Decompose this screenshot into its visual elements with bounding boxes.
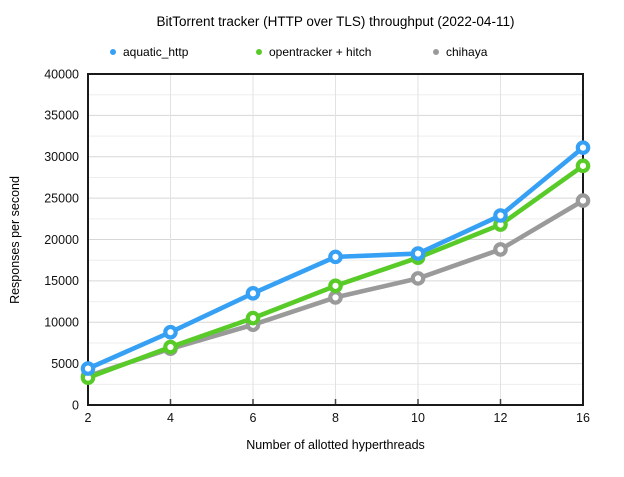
legend: aquatic_http opentracker + hitch chihaya (0, 44, 624, 62)
y-axis-title: Responses per second (8, 176, 22, 304)
y-tick-label: 15000 (44, 274, 79, 288)
data-point-chihaya-16 (575, 193, 591, 208)
x-tick-label: 2 (85, 411, 92, 425)
x-tick-label: 8 (332, 411, 339, 425)
data-point-opentracker-hitch-6 (245, 310, 261, 326)
x-axis-title: Number of allotted hyperthreads (246, 438, 425, 452)
y-tick-label: 10000 (44, 316, 79, 330)
data-point-chihaya-8 (328, 290, 343, 305)
data-point-aquatic-http-10 (410, 246, 426, 261)
data-point-opentracker-hitch-8 (328, 278, 343, 294)
x-tick-label: 4 (167, 411, 174, 425)
data-point-chihaya-12 (493, 242, 508, 257)
data-point-opentracker-hitch-16 (575, 158, 591, 174)
legend-label-aquatic-http: aquatic_http (123, 45, 189, 59)
x-tick-label: 12 (494, 411, 508, 425)
legend-label-chihaya: chihaya (446, 45, 488, 59)
data-point-aquatic-http-4 (163, 324, 178, 340)
legend-item-opentracker-hitch: opentracker + hitch (256, 44, 371, 60)
y-tick-label: 5000 (51, 357, 79, 371)
legend-item-aquatic-http: aquatic_http (110, 44, 188, 60)
y-tick-label: 0 (72, 398, 79, 412)
data-point-aquatic-http-16 (575, 140, 591, 155)
y-tick-label: 25000 (44, 191, 79, 205)
data-point-aquatic-http-12 (493, 208, 508, 223)
data-point-aquatic-http-6 (245, 285, 261, 301)
x-tick-label: 10 (411, 411, 425, 425)
y-tick-label: 40000 (44, 67, 79, 81)
data-point-opentracker-hitch-4 (163, 339, 178, 355)
legend-item-chihaya: chihaya (433, 44, 487, 60)
plot-border (87, 73, 584, 406)
data-point-chihaya-10 (410, 271, 426, 286)
data-point-aquatic-http-2 (80, 361, 96, 376)
data-point-aquatic-http-8 (328, 249, 343, 265)
legend-marker-opentracker-hitch-icon (256, 49, 262, 55)
x-tick-label: 16 (576, 411, 590, 425)
x-tick-label: 6 (250, 411, 257, 425)
legend-marker-chihaya-icon (433, 49, 439, 55)
y-tick-label: 20000 (44, 233, 79, 247)
legend-marker-aquatic-http-icon (110, 49, 116, 55)
y-tick-label: 30000 (44, 150, 79, 164)
chart-title: BitTorrent tracker (HTTP over TLS) throu… (156, 14, 515, 29)
y-tick-label: 35000 (44, 109, 79, 123)
legend-label-opentracker-hitch: opentracker + hitch (269, 45, 372, 59)
